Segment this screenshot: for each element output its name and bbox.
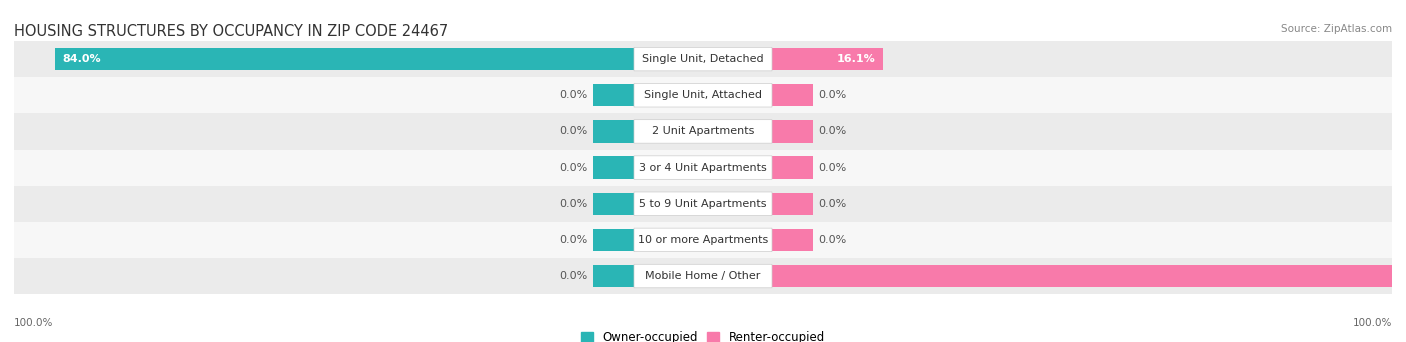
Text: 0.0%: 0.0% <box>560 199 588 209</box>
Bar <box>772 229 813 251</box>
Text: 5 to 9 Unit Apartments: 5 to 9 Unit Apartments <box>640 199 766 209</box>
Bar <box>14 186 1392 222</box>
Text: Single Unit, Attached: Single Unit, Attached <box>644 90 762 100</box>
Text: 100.0%: 100.0% <box>1353 318 1392 328</box>
Bar <box>772 156 813 179</box>
Text: 0.0%: 0.0% <box>560 271 588 281</box>
Bar <box>14 113 1392 149</box>
Bar <box>14 77 1392 113</box>
Text: 0.0%: 0.0% <box>818 162 846 173</box>
Bar <box>772 265 1406 287</box>
FancyBboxPatch shape <box>634 120 772 143</box>
Text: 16.1%: 16.1% <box>837 54 876 64</box>
Bar <box>772 193 813 215</box>
Bar <box>593 84 634 106</box>
Text: 0.0%: 0.0% <box>818 199 846 209</box>
Bar <box>772 84 813 106</box>
Bar <box>593 120 634 143</box>
FancyBboxPatch shape <box>634 156 772 179</box>
Bar <box>14 258 1392 294</box>
Text: 0.0%: 0.0% <box>560 235 588 245</box>
Text: 3 or 4 Unit Apartments: 3 or 4 Unit Apartments <box>640 162 766 173</box>
Text: 2 Unit Apartments: 2 Unit Apartments <box>652 127 754 136</box>
Text: 84.0%: 84.0% <box>62 54 101 64</box>
Bar <box>772 120 813 143</box>
Text: 0.0%: 0.0% <box>560 162 588 173</box>
Bar <box>772 48 883 70</box>
Text: 10 or more Apartments: 10 or more Apartments <box>638 235 768 245</box>
Text: 0.0%: 0.0% <box>560 127 588 136</box>
Text: 0.0%: 0.0% <box>818 127 846 136</box>
Bar <box>593 229 634 251</box>
Text: 0.0%: 0.0% <box>818 235 846 245</box>
FancyBboxPatch shape <box>634 83 772 107</box>
FancyBboxPatch shape <box>634 264 772 288</box>
FancyBboxPatch shape <box>634 228 772 252</box>
Text: 0.0%: 0.0% <box>818 90 846 100</box>
Text: 100.0%: 100.0% <box>14 318 53 328</box>
Bar <box>55 48 634 70</box>
Bar <box>14 149 1392 186</box>
FancyBboxPatch shape <box>634 47 772 71</box>
Text: 0.0%: 0.0% <box>560 90 588 100</box>
Text: HOUSING STRUCTURES BY OCCUPANCY IN ZIP CODE 24467: HOUSING STRUCTURES BY OCCUPANCY IN ZIP C… <box>14 24 449 39</box>
Text: Source: ZipAtlas.com: Source: ZipAtlas.com <box>1281 24 1392 34</box>
Bar <box>593 265 634 287</box>
Bar <box>14 41 1392 77</box>
Text: Single Unit, Detached: Single Unit, Detached <box>643 54 763 64</box>
Bar <box>593 156 634 179</box>
Bar <box>14 222 1392 258</box>
Legend: Owner-occupied, Renter-occupied: Owner-occupied, Renter-occupied <box>581 331 825 342</box>
Text: Mobile Home / Other: Mobile Home / Other <box>645 271 761 281</box>
FancyBboxPatch shape <box>634 192 772 215</box>
Bar <box>593 193 634 215</box>
